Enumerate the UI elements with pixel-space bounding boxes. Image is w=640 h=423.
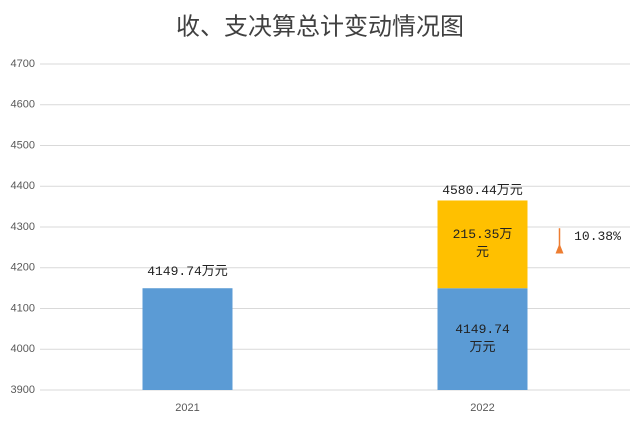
change-label: 10.38% — [574, 228, 621, 244]
bar-segment — [142, 288, 233, 390]
y-tick-label: 4100 — [11, 302, 35, 314]
total-label: 4580.44万元 — [442, 183, 523, 199]
y-tick-label: 4200 — [11, 262, 35, 274]
y-tick-label: 4400 — [11, 180, 35, 192]
y-tick-label: 4700 — [11, 58, 35, 70]
bar-segment — [437, 288, 528, 390]
x-tick-label: 2021 — [175, 402, 199, 414]
y-tick-label: 4600 — [11, 99, 35, 111]
data-label: 215.35万元 — [452, 227, 513, 261]
y-tick-label: 4300 — [11, 221, 35, 233]
data-label: 4149.74万元 — [455, 322, 510, 356]
chart-title: 收、支决算总计变动情况图 — [176, 13, 464, 40]
y-tick-label: 3900 — [11, 384, 35, 396]
y-tick-label: 4500 — [11, 139, 35, 151]
bar-segment — [437, 200, 528, 289]
x-tick-label: 2022 — [470, 402, 494, 414]
change-arrow-head — [555, 243, 564, 254]
data-label: 4149.74万元 — [147, 264, 228, 280]
y-tick-label: 4000 — [11, 343, 35, 355]
